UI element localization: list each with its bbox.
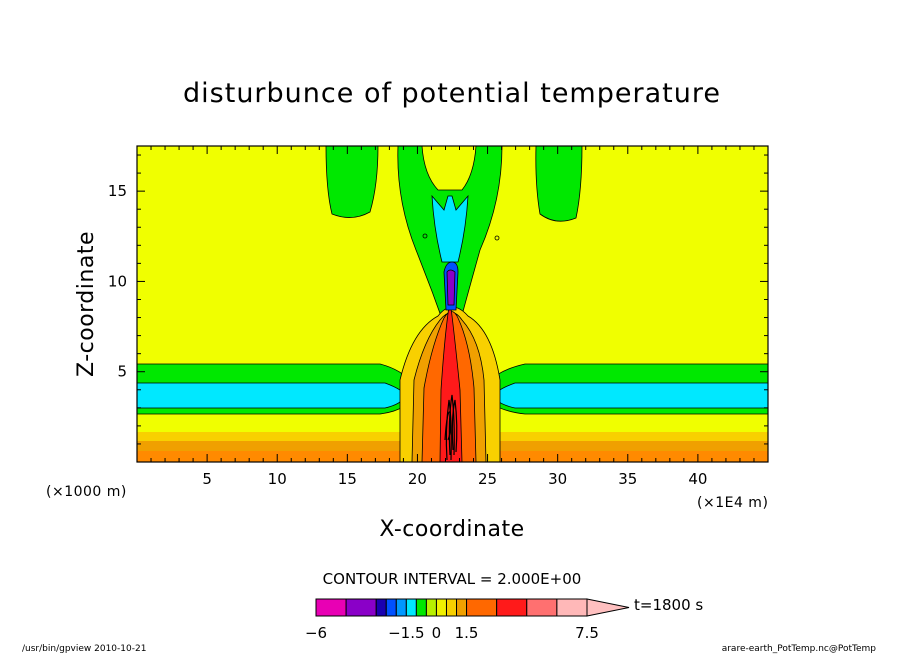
colorbar-segment <box>375 598 387 617</box>
contour-cyan-right <box>493 382 768 409</box>
colorbar-segment <box>466 598 498 617</box>
x-unit-right: (×1E4 m) <box>697 495 768 511</box>
colorbar-segment <box>556 598 588 617</box>
contour-yellow-gap <box>421 146 477 191</box>
footer-left: /usr/bin/gpview 2010-10-21 <box>22 644 146 654</box>
contour-small-loop <box>422 233 428 239</box>
colorbar-segment <box>395 598 407 617</box>
contour-cyan-core <box>431 194 469 263</box>
y-axis-label: Z-coordinate <box>74 231 99 377</box>
colorbar-tick-label: −6 <box>305 624 327 642</box>
contour-purple-core <box>446 269 456 306</box>
colorbar-extend-arrow <box>586 598 630 617</box>
y-tick-label: 15 <box>108 182 127 200</box>
footer-right: arare-earth_PotTemp.nc@PotTemp <box>722 644 877 654</box>
colorbar-tick-label: −1.5 <box>388 624 424 642</box>
core-contour-lines <box>444 394 458 461</box>
colorbar <box>315 598 630 617</box>
contour-interval-text: CONTOUR INTERVAL = 2.000E+00 <box>323 570 582 588</box>
contour-cyan-left <box>137 382 406 409</box>
contour-green-upper-right <box>535 146 583 222</box>
chart-title: disturbunce of potential temperature <box>183 78 721 109</box>
plot-area <box>137 146 768 462</box>
x-axis-label: X-coordinate <box>379 517 524 542</box>
colorbar-segment <box>345 598 377 617</box>
colorbar-segment <box>415 598 427 617</box>
plot-frame <box>136 145 769 463</box>
time-label: t=1800 s <box>634 596 703 614</box>
x-axis-ticks: 5 10 15 20 25 30 35 40 <box>150 146 755 488</box>
colorbar-segment <box>526 598 558 617</box>
colorbar-segment <box>425 598 437 617</box>
colorbar-segment <box>405 598 417 617</box>
colorbar-segment <box>435 598 447 617</box>
x-unit-left: (×1000 m) <box>46 484 127 500</box>
contour-small-loop <box>494 235 500 241</box>
colorbar-segment <box>385 598 397 617</box>
colorbar-tick-label: 7.5 <box>575 624 599 642</box>
colorbar-segment <box>496 598 528 617</box>
colorbar-segment <box>456 598 468 617</box>
colorbar-tick-labels: −6 −1.5 0 1.5 7.5 <box>305 624 599 642</box>
contour-green-upper-left <box>325 146 379 218</box>
colorbar-segment <box>315 598 347 617</box>
x-tick-label: 30 <box>548 470 567 488</box>
x-tick-label: 10 <box>268 470 287 488</box>
colorbar-tick-label: 1.5 <box>455 624 479 642</box>
x-tick-label: 35 <box>618 470 637 488</box>
colorbar-tick-label: 0 <box>432 624 442 642</box>
y-tick-label: 10 <box>108 272 127 290</box>
x-tick-label: 20 <box>408 470 427 488</box>
colorbar-segment <box>445 598 458 617</box>
y-tick-label: 5 <box>117 363 127 381</box>
x-tick-label: 15 <box>338 470 357 488</box>
x-tick-label: 5 <box>202 470 212 488</box>
y-axis-ticks: 5 10 15 <box>108 154 768 445</box>
x-tick-label: 25 <box>478 470 497 488</box>
x-tick-label: 40 <box>688 470 707 488</box>
